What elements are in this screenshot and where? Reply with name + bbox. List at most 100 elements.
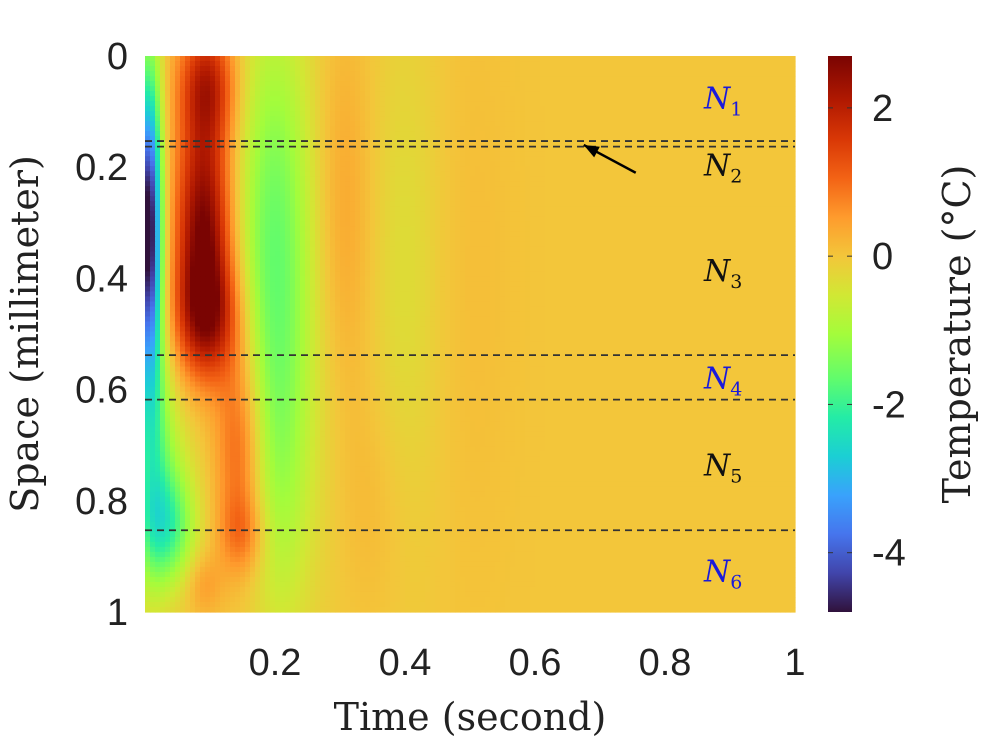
heatmap-cell bbox=[195, 206, 201, 212]
heatmap-cell bbox=[480, 191, 486, 197]
heatmap-cell bbox=[415, 211, 421, 217]
heatmap-cell bbox=[240, 246, 246, 252]
heatmap-cell bbox=[610, 111, 616, 117]
heatmap-cell bbox=[775, 146, 781, 152]
heatmap-cell bbox=[460, 141, 466, 147]
heatmap-cell bbox=[385, 236, 391, 242]
heatmap-cell bbox=[640, 206, 646, 212]
heatmap-cell bbox=[640, 101, 646, 107]
heatmap-cell bbox=[510, 151, 516, 157]
heatmap-cell bbox=[470, 151, 476, 157]
heatmap-cell bbox=[720, 111, 726, 117]
heatmap-cell bbox=[200, 216, 206, 222]
heatmap-cell bbox=[180, 171, 186, 177]
heatmap-cell bbox=[210, 146, 216, 152]
heatmap-cell bbox=[620, 111, 626, 117]
heatmap-cell bbox=[485, 201, 491, 207]
heatmap-cell bbox=[475, 191, 481, 197]
heatmap-cell bbox=[220, 161, 226, 167]
heatmap-cell bbox=[240, 161, 246, 167]
heatmap-cell bbox=[290, 166, 296, 172]
heatmap-cell bbox=[265, 56, 271, 62]
heatmap-cell bbox=[490, 211, 496, 217]
heatmap-cell bbox=[740, 166, 746, 172]
heatmap-cell bbox=[715, 106, 721, 112]
heatmap-cell bbox=[515, 61, 521, 67]
heatmap-cell bbox=[740, 96, 746, 102]
heatmap-cell bbox=[480, 176, 486, 182]
heatmap-cell bbox=[380, 151, 386, 157]
heatmap-cell bbox=[165, 131, 171, 137]
heatmap-cell bbox=[655, 181, 661, 187]
heatmap-cell bbox=[530, 176, 536, 182]
heatmap-cell bbox=[560, 61, 566, 67]
heatmap-cell bbox=[430, 126, 436, 132]
heatmap-cell bbox=[195, 246, 201, 252]
heatmap-cell bbox=[185, 71, 191, 77]
heatmap-cell bbox=[190, 161, 196, 167]
heatmap-cell bbox=[720, 131, 726, 137]
heatmap-cell bbox=[750, 206, 756, 212]
heatmap-cell bbox=[785, 111, 791, 117]
heatmap-cell bbox=[290, 106, 296, 112]
heatmap-cell bbox=[560, 96, 566, 102]
heatmap-cell bbox=[235, 216, 241, 222]
heatmap-cell bbox=[705, 96, 711, 102]
heatmap-cell bbox=[565, 106, 571, 112]
heatmap-cell bbox=[720, 166, 726, 172]
heatmap-cell bbox=[190, 226, 196, 232]
heatmap-cell bbox=[360, 241, 366, 247]
heatmap-cell bbox=[515, 196, 521, 202]
heatmap-cell bbox=[355, 81, 361, 87]
heatmap-cell bbox=[680, 141, 686, 147]
heatmap-cell bbox=[275, 186, 281, 192]
heatmap-cell bbox=[415, 146, 421, 152]
heatmap-cell bbox=[690, 156, 696, 162]
heatmap-cell bbox=[285, 226, 291, 232]
heatmap-cell bbox=[455, 196, 461, 202]
heatmap-cell bbox=[185, 76, 191, 82]
heatmap-cell bbox=[475, 146, 481, 152]
heatmap-cell bbox=[585, 201, 591, 207]
heatmap-cell bbox=[615, 211, 621, 217]
heatmap-cell bbox=[490, 106, 496, 112]
heatmap-cell bbox=[725, 111, 731, 117]
heatmap-cell bbox=[645, 211, 651, 217]
heatmap-cell bbox=[765, 226, 771, 232]
heatmap-cell bbox=[465, 136, 471, 142]
heatmap-cell bbox=[515, 201, 521, 207]
heatmap-cell bbox=[625, 161, 631, 167]
heatmap-cell bbox=[485, 226, 491, 232]
heatmap-cell bbox=[300, 236, 306, 242]
heatmap-cell bbox=[645, 61, 651, 67]
heatmap-cell bbox=[625, 176, 631, 182]
heatmap-cell bbox=[455, 151, 461, 157]
heatmap-cell bbox=[235, 146, 241, 152]
heatmap-cell bbox=[510, 191, 516, 197]
heatmap-cell bbox=[485, 181, 491, 187]
heatmap-cell bbox=[755, 241, 761, 247]
heatmap-cell bbox=[150, 56, 156, 62]
heatmap-cell bbox=[185, 186, 191, 192]
heatmap-cell bbox=[175, 81, 181, 87]
heatmap-cell bbox=[540, 176, 546, 182]
heatmap-cell bbox=[505, 161, 511, 167]
heatmap-cell bbox=[690, 171, 696, 177]
heatmap-cell bbox=[705, 101, 711, 107]
heatmap-cell bbox=[765, 206, 771, 212]
heatmap-cell bbox=[380, 91, 386, 97]
heatmap-cell bbox=[780, 101, 786, 107]
heatmap-cell bbox=[650, 211, 656, 217]
heatmap-cell bbox=[570, 71, 576, 77]
heatmap-cell bbox=[405, 151, 411, 157]
heatmap-cell bbox=[660, 166, 666, 172]
heatmap-cell bbox=[430, 91, 436, 97]
heatmap-cell bbox=[585, 111, 591, 117]
heatmap-cell bbox=[680, 106, 686, 112]
heatmap-cell bbox=[585, 216, 591, 222]
heatmap-cell bbox=[715, 181, 721, 187]
heatmap-cell bbox=[300, 76, 306, 82]
heatmap-cell bbox=[560, 211, 566, 217]
heatmap-cell bbox=[605, 96, 611, 102]
heatmap-cell bbox=[625, 121, 631, 127]
